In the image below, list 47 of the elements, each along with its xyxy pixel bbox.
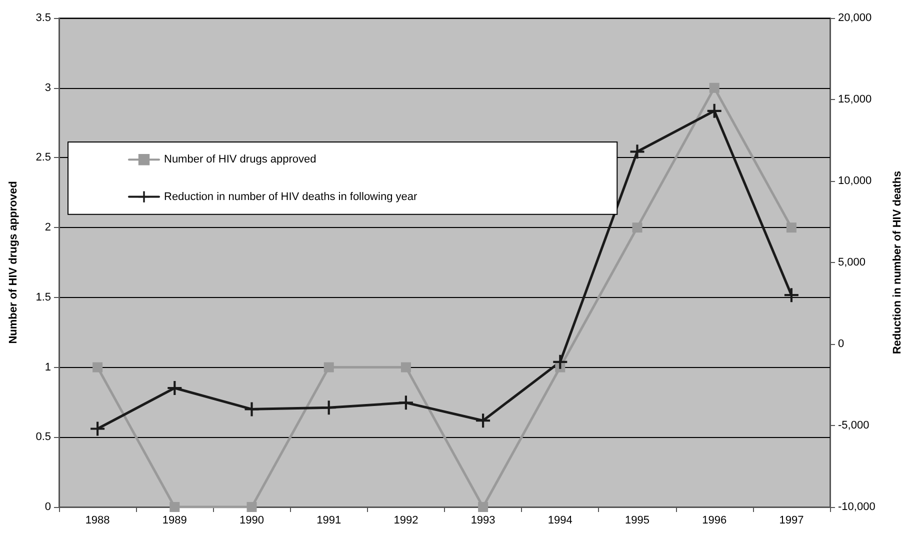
legend-label: Reduction in number of HIV deaths in following year <box>164 190 418 203</box>
y-tick-label: 1.5 <box>36 291 51 304</box>
x-tick-label: 1994 <box>548 514 572 526</box>
x-tick-label: 1993 <box>470 514 496 526</box>
point <box>709 82 720 93</box>
y2-tick-label: 20,000 <box>838 12 872 24</box>
y2-tick-label: -10,000 <box>838 501 876 513</box>
point <box>632 222 642 233</box>
x-tick-label: 1995 <box>625 514 650 526</box>
point <box>786 222 796 233</box>
y-axis-title: Number of HIV drugs approved <box>8 181 20 344</box>
point <box>244 402 259 416</box>
point <box>92 362 103 372</box>
y-tick-label: 2.5 <box>36 152 51 164</box>
y2-tick-label: 0 <box>838 338 844 350</box>
y2-tick-label: 10,000 <box>838 175 872 187</box>
x-tick-label: 1989 <box>162 514 187 526</box>
point <box>170 502 180 512</box>
x-tick-label: 1988 <box>85 514 110 526</box>
y-tick-label: 3.5 <box>36 12 51 24</box>
y2-tick-label: -5,000 <box>838 420 870 432</box>
point <box>400 362 411 372</box>
x-tick-label: 1991 <box>316 514 342 526</box>
x-tick-label: 1997 <box>779 514 804 526</box>
point <box>398 396 413 410</box>
point <box>707 104 722 118</box>
point <box>553 354 568 369</box>
point <box>246 502 257 512</box>
y-tick-label: 2 <box>44 222 51 234</box>
y2-axis-title: Reduction in number of HIV deaths <box>892 170 904 354</box>
x-tick-label: 1996 <box>702 514 727 526</box>
point <box>476 414 490 428</box>
y-tick-label: 0 <box>44 501 51 513</box>
y-tick-label: 1 <box>44 361 51 374</box>
y2-tick-label: 5,000 <box>838 256 866 268</box>
point <box>630 144 644 159</box>
x-tick-label: 1990 <box>240 514 264 526</box>
y2-tick-label: 15,000 <box>838 94 872 106</box>
point <box>324 362 334 372</box>
point <box>478 502 488 512</box>
y-tick-label: 0.5 <box>36 431 51 444</box>
y-tick-label: 3 <box>44 82 51 94</box>
point <box>168 381 182 396</box>
legend-label: Number of HIV drugs approved <box>164 154 316 166</box>
x-tick-label: 1992 <box>394 514 418 526</box>
point <box>90 422 105 436</box>
point <box>784 288 798 302</box>
